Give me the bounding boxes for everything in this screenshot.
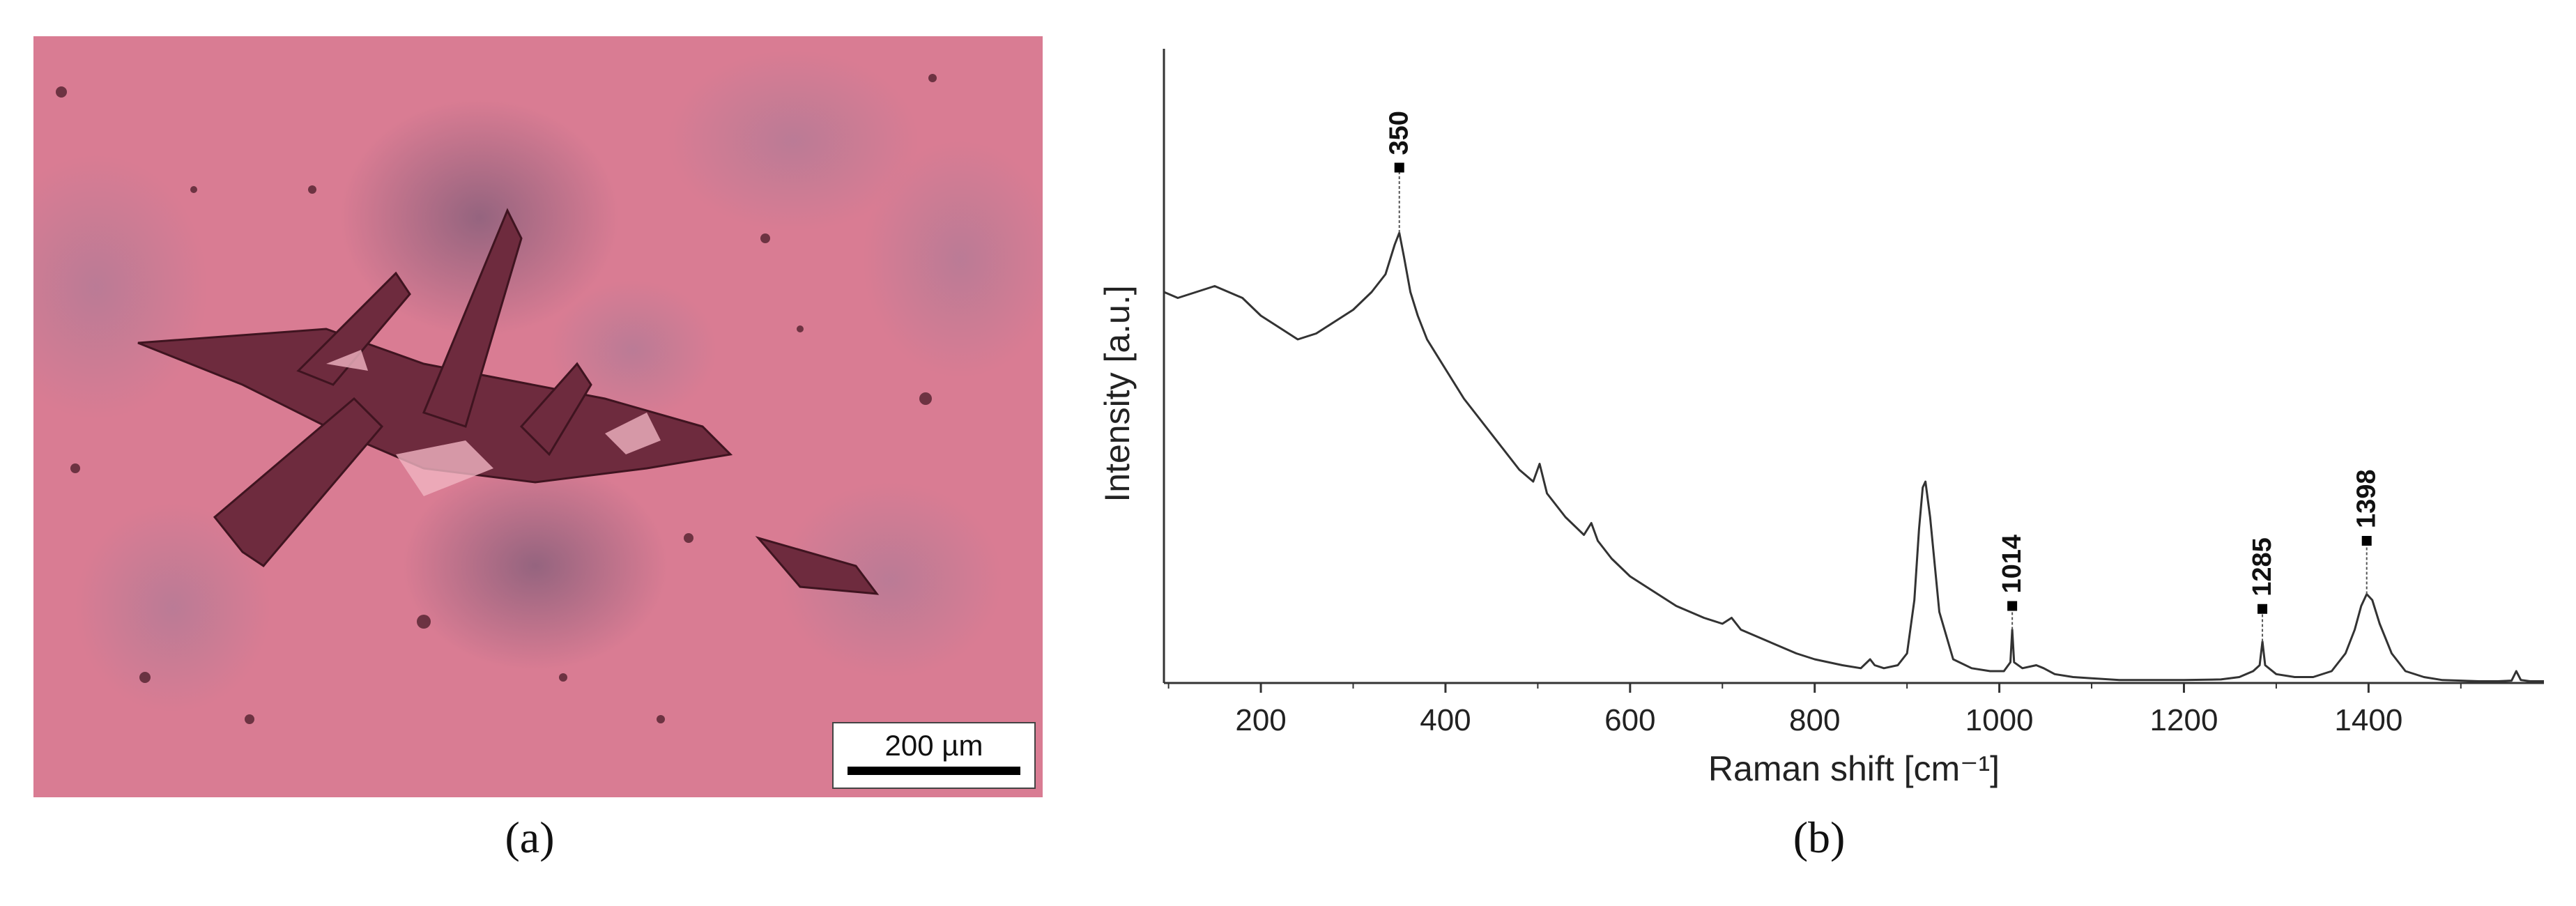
x-tick-label: 200	[1235, 703, 1286, 737]
x-tick-label: 600	[1604, 703, 1655, 737]
crystal-aggregate	[137, 208, 880, 595]
x-tick-label: 400	[1420, 703, 1471, 737]
x-tick-label: 1200	[2150, 703, 2218, 737]
peak-label: 350	[1385, 111, 1414, 155]
x-tick-label: 800	[1789, 703, 1840, 737]
x-ticks: 200 400 600 800 1000 1200 1400	[1167, 683, 2462, 737]
peak-annotations: 350 1014 1285 1398	[1385, 111, 2382, 642]
scale-bar-line	[848, 767, 1020, 775]
x-tick-label: 1400	[2334, 703, 2402, 737]
scale-bar: 200 µm	[832, 722, 1036, 789]
micrograph-panel: 200 µm	[33, 36, 1043, 797]
peak-marker	[2007, 601, 2018, 611]
caption-b: (b)	[1793, 813, 1846, 862]
peak-label: 1285	[2248, 537, 2277, 597]
peak-label: 1398	[2352, 469, 2382, 528]
peak-marker	[1394, 162, 1404, 173]
x-tick-label: 1000	[1965, 703, 2034, 737]
scale-bar-label: 200 µm	[884, 729, 983, 762]
peak-marker	[2257, 604, 2268, 614]
peak-label: 1014	[1998, 535, 2027, 594]
caption-a: (a)	[505, 813, 555, 862]
peak-marker	[2361, 536, 2372, 546]
raman-chart: 200 400 600 800 1000 1200 1400 350 1014 1285 1398…	[1098, 49, 2544, 788]
y-axis-label: Intensity [a.u.]	[1098, 285, 1137, 502]
series-line	[1163, 231, 2544, 682]
x-axis-label: Raman shift [cm⁻¹]	[1708, 749, 2000, 788]
chart-axes	[1163, 49, 2544, 684]
micrograph-image	[33, 36, 1043, 797]
